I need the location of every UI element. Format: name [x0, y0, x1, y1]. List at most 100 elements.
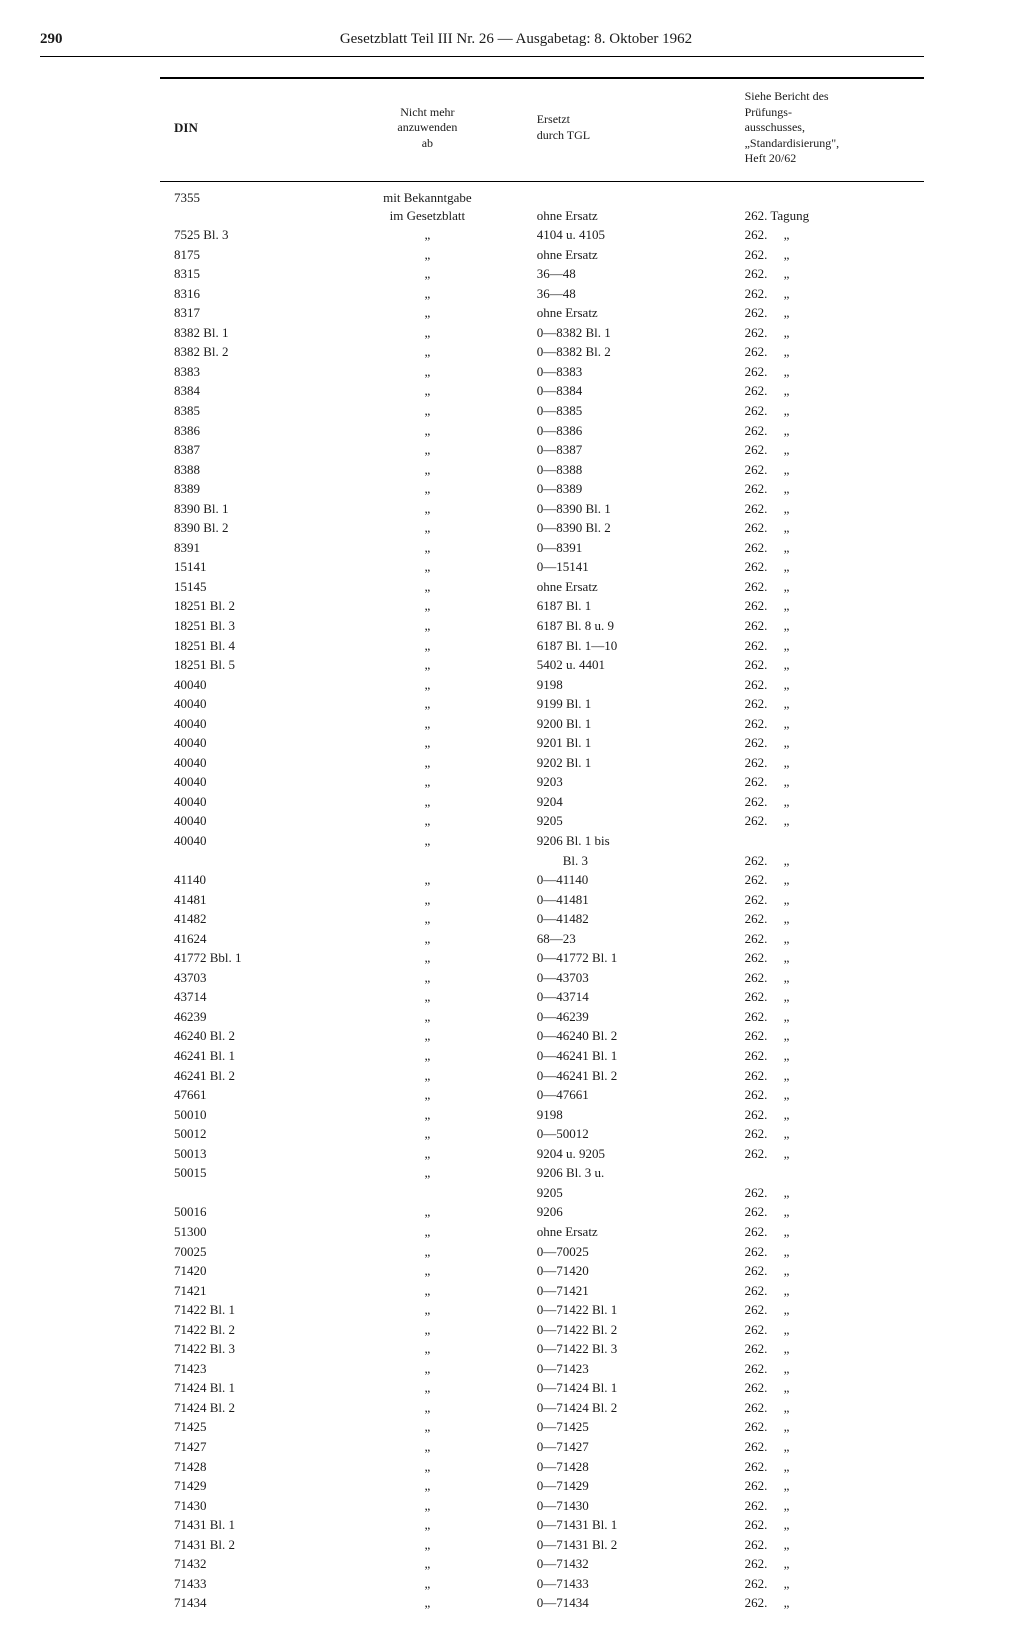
cell-din: 51300 [160, 1222, 328, 1242]
cell-bericht: 262. „ [741, 968, 924, 988]
cell-ersetzt: 9203 [527, 772, 741, 792]
cell-ersetzt: 0—41772 Bl. 1 [527, 948, 741, 968]
cell-din: 8316 [160, 284, 328, 304]
cell-nicht: „ [328, 792, 527, 812]
cell-din: 71432 [160, 1554, 328, 1574]
col-header-bericht: Siehe Bericht des Prüfungs- ausschusses,… [741, 79, 924, 181]
cell-bericht: 262. „ [741, 909, 924, 929]
table-row: 8388„0—8388262. „ [160, 460, 924, 480]
cell-nicht: „ [328, 987, 527, 1007]
cell-bericht: 262. „ [741, 538, 924, 558]
cell-ersetzt: 9205 [527, 811, 741, 831]
table-row: 8390 Bl. 2„0—8390 Bl. 2262. „ [160, 518, 924, 538]
cell-ersetzt: ohne Ersatz [527, 1222, 741, 1242]
cell-ersetzt: 0—8389 [527, 479, 741, 499]
cell-nicht: „ [328, 1535, 527, 1555]
cell-nicht: „ [328, 596, 527, 616]
cell-ersetzt: 0—8385 [527, 401, 741, 421]
cell-bericht [741, 831, 924, 851]
cell-ersetzt: 0—71424 Bl. 1 [527, 1378, 741, 1398]
cell-nicht: „ [328, 303, 527, 323]
cell-nicht: „ [328, 890, 527, 910]
table-row: 50012„0—50012262. „ [160, 1124, 924, 1144]
cell-ersetzt: 0—71421 [527, 1281, 741, 1301]
cell-din: 50010 [160, 1105, 328, 1125]
cell-ersetzt: 0—46239 [527, 1007, 741, 1027]
cell-ersetzt: 0—70025 [527, 1242, 741, 1262]
cell-nicht: „ [328, 753, 527, 773]
cell-din: 40040 [160, 714, 328, 734]
table-row: 71433„0—71433262. „ [160, 1574, 924, 1594]
cell-ersetzt: ohne Ersatz [527, 245, 741, 265]
cell-bericht: 262. „ [741, 1085, 924, 1105]
cell-nicht: „ [328, 694, 527, 714]
cell-din: 50016 [160, 1202, 328, 1222]
cell-ersetzt: 0—71428 [527, 1457, 741, 1477]
cell-ersetzt: 0—8382 Bl. 1 [527, 323, 741, 343]
cell-din: 15141 [160, 557, 328, 577]
cell-bericht: 262. „ [741, 1007, 924, 1027]
cell-ersetzt: 68—23 [527, 929, 741, 949]
cell-ersetzt: 0—43703 [527, 968, 741, 988]
cell-din: 7525 Bl. 3 [160, 225, 328, 245]
cell-bericht: 262. „ [741, 1476, 924, 1496]
cell-din: 71422 Bl. 1 [160, 1300, 328, 1320]
cell-nicht: „ [328, 870, 527, 890]
cell-ersetzt: 0—46240 Bl. 2 [527, 1026, 741, 1046]
table-row: 71431 Bl. 1„0—71431 Bl. 1262. „ [160, 1515, 924, 1535]
cell-nicht: „ [328, 733, 527, 753]
cell-bericht: 262. „ [741, 1359, 924, 1379]
cell-nicht: „ [328, 1242, 527, 1262]
table-row: 46239„0—46239262. „ [160, 1007, 924, 1027]
cell-ersetzt: 0—8382 Bl. 2 [527, 342, 741, 362]
cell-ersetzt: 9201 Bl. 1 [527, 733, 741, 753]
table-row: 40040„9202 Bl. 1262. „ [160, 753, 924, 773]
cell-ersetzt: 0—71429 [527, 1476, 741, 1496]
table-row: 71421„0—71421262. „ [160, 1281, 924, 1301]
table-row: 40040„9203262. „ [160, 772, 924, 792]
cell-din: 40040 [160, 675, 328, 695]
cell-nicht: „ [328, 616, 527, 636]
col-header-din: DIN [160, 79, 328, 181]
cell-bericht: 262. „ [741, 264, 924, 284]
table-row: 71422 Bl. 2„0—71422 Bl. 2262. „ [160, 1320, 924, 1340]
cell-nicht: „ [328, 1574, 527, 1594]
table-row: 8317„ohne Ersatz262. „ [160, 303, 924, 323]
cell-nicht: „ [328, 948, 527, 968]
cell-nicht: „ [328, 1300, 527, 1320]
table-row: 71428„0—71428262. „ [160, 1457, 924, 1477]
cell-bericht: 262. „ [741, 1535, 924, 1555]
cell-ersetzt: 6187 Bl. 1—10 [527, 636, 741, 656]
cell-nicht: „ [328, 479, 527, 499]
cell-nicht: „ [328, 1476, 527, 1496]
table-row: 47661„0—47661262. „ [160, 1085, 924, 1105]
cell-bericht: 262. „ [741, 1281, 924, 1301]
table-row: 50015„9206 Bl. 3 u. [160, 1163, 924, 1183]
cell-ersetzt: 9206 Bl. 1 bis [527, 831, 741, 851]
cell-din: 18251 Bl. 4 [160, 636, 328, 656]
cell-nicht: „ [328, 831, 527, 851]
cell-bericht: 262. „ [741, 811, 924, 831]
cell-nicht: „ [328, 401, 527, 421]
table-row: 70025„0—70025262. „ [160, 1242, 924, 1262]
table-row: 43714„0—43714262. „ [160, 987, 924, 1007]
cell-nicht: „ [328, 811, 527, 831]
cell-din: 46240 Bl. 2 [160, 1026, 328, 1046]
header-rule [40, 56, 924, 57]
col-header-nicht: Nicht mehr anzuwenden ab [328, 79, 527, 181]
cell-nicht: „ [328, 772, 527, 792]
cell-ersetzt: 0—71422 Bl. 2 [527, 1320, 741, 1340]
cell-ersetzt: 0—71427 [527, 1437, 741, 1457]
table-row: 8385„0—8385262. „ [160, 401, 924, 421]
cell-din: 40040 [160, 753, 328, 773]
cell-bericht: 262. „ [741, 284, 924, 304]
cell-din [160, 1183, 328, 1203]
cell-din: 71423 [160, 1359, 328, 1379]
cell-bericht: 262. „ [741, 225, 924, 245]
table-body: 7355mit Bekanntgabe im Gesetzblattohne E… [160, 181, 924, 1612]
cell-nicht: „ [328, 323, 527, 343]
cell-nicht: „ [328, 1144, 527, 1164]
cell-bericht: 262. „ [741, 1202, 924, 1222]
table-container: DIN Nicht mehr anzuwenden ab Ersetzt dur… [160, 79, 924, 1613]
cell-ersetzt: 36—48 [527, 284, 741, 304]
